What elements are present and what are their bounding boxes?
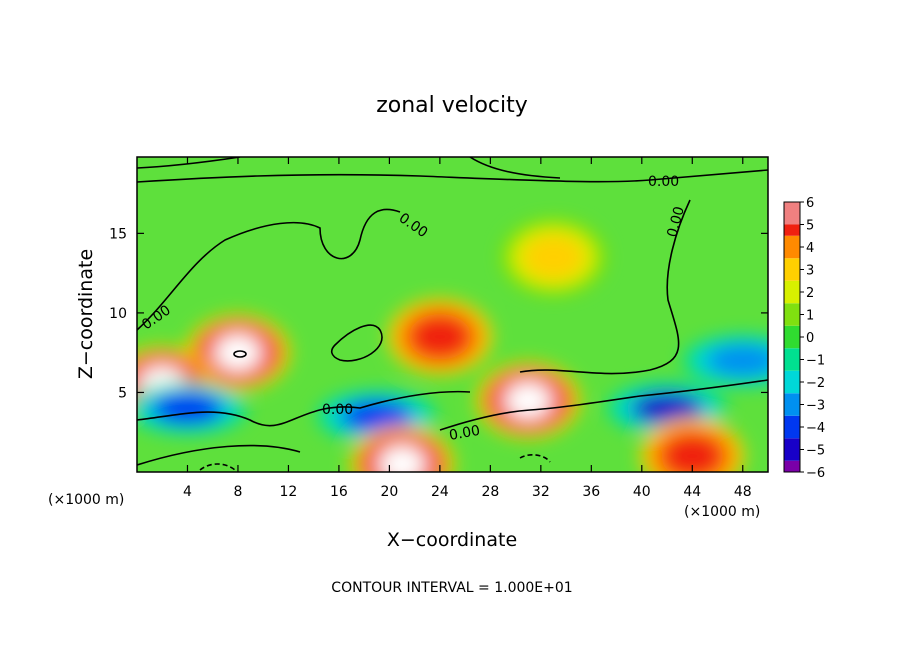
x-axis-label: X−coordinate — [387, 529, 517, 551]
field-blob — [707, 344, 768, 377]
chart-title: zonal velocity — [376, 93, 528, 118]
x-tick-label: 36 — [582, 484, 600, 500]
colorbar-swatch — [784, 258, 800, 281]
contour-line — [137, 444, 301, 466]
colorbar-tick-label: 5 — [806, 219, 814, 234]
contour-lines — [137, 157, 768, 471]
colorbar-swatch — [784, 348, 800, 371]
field-blob-saturated — [380, 446, 425, 472]
field-blob-saturated — [506, 382, 551, 419]
x-tick-label: 8 — [233, 484, 242, 500]
heatmap-field — [137, 157, 768, 472]
colorbar-tick-label: −1 — [806, 354, 825, 369]
colorbar-tick-label: 6 — [806, 196, 814, 211]
contour-line — [199, 463, 236, 471]
x-tick-label: 32 — [532, 484, 550, 500]
y-axis-label: Z−coordinate — [75, 249, 97, 379]
contour-line — [519, 199, 691, 375]
x-tick-label: 44 — [683, 484, 701, 500]
colorbar-tick-label: −3 — [806, 399, 825, 414]
colorbar-tick-label: −2 — [806, 376, 825, 391]
contour-line — [137, 169, 768, 183]
colorbar-swatch — [784, 325, 800, 349]
colorbar-swatch — [784, 370, 800, 394]
colorbar-tick-label: 1 — [806, 309, 814, 324]
x-tick-label: 12 — [280, 484, 298, 500]
colorbar-tick-label: 0 — [806, 331, 814, 346]
colorbar-swatch — [784, 303, 800, 326]
colorbar-tick-label: 2 — [806, 286, 814, 301]
x-unit-left: (×1000 m) — [48, 492, 124, 508]
colorbar-tick-label: −5 — [806, 444, 825, 459]
field-blob — [660, 433, 724, 472]
colorbar-swatch — [784, 280, 800, 304]
contour-label: 0.00 — [648, 174, 679, 190]
x-tick-label: 24 — [431, 484, 449, 500]
contour-line — [330, 324, 383, 362]
colorbar-swatch — [784, 393, 800, 416]
x-unit-right: (×1000 m) — [684, 504, 760, 520]
contour-interval-note: CONTOUR INTERVAL = 1.000E+01 — [331, 580, 572, 596]
x-axis: 4 8 12 16 20 24 28 32 36 40 44 48 — [183, 157, 752, 500]
y-tick-label: 10 — [109, 306, 127, 322]
field-blob — [631, 392, 703, 425]
colorbar: 6 5 4 3 2 1 0 −1 −2 −3 −4 −5 −6 — [783, 196, 825, 481]
contour-label: 0.00 — [322, 402, 353, 418]
x-tick-label: 48 — [734, 484, 752, 500]
colorbar-tick-label: 3 — [806, 264, 814, 279]
contour-line — [137, 157, 241, 169]
y-tick-label: 15 — [109, 226, 127, 242]
colorbar-swatch — [784, 438, 800, 461]
field-blob-saturated — [215, 334, 260, 371]
field-blob — [151, 392, 224, 425]
colorbar-tick-label: −6 — [806, 466, 825, 481]
plot-frame — [136, 156, 769, 473]
x-tick-label: 20 — [380, 484, 398, 500]
colorbar-swatch — [784, 235, 800, 259]
contour-line — [519, 453, 551, 463]
colorbar-swatch — [784, 460, 800, 472]
x-tick-label: 28 — [481, 484, 499, 500]
field-blob — [522, 234, 585, 280]
colorbar-tick-label: −4 — [806, 421, 825, 436]
x-tick-label: 40 — [633, 484, 651, 500]
contour-line — [233, 350, 247, 358]
contour-line — [137, 390, 471, 427]
field-blob — [408, 314, 472, 360]
x-tick-label: 4 — [183, 484, 192, 500]
colorbar-swatch — [784, 202, 800, 225]
contour-label: 0.00 — [448, 423, 481, 444]
y-tick-label: 5 — [118, 385, 127, 401]
y-axis: 5 10 15 — [109, 226, 768, 401]
x-tick-label: 16 — [330, 484, 348, 500]
contour-line — [469, 157, 561, 179]
contour-line — [137, 208, 401, 331]
colorbar-tick-label: 4 — [806, 241, 814, 256]
contour-line — [439, 379, 768, 431]
contour-label: 0.00 — [664, 205, 688, 239]
colorbar-swatch — [784, 415, 800, 439]
